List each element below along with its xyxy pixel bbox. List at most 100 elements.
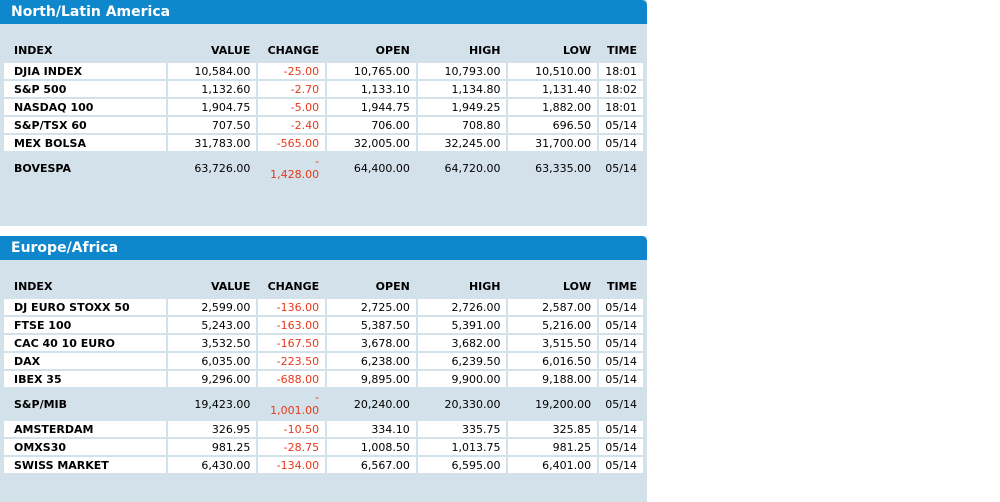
change-cell: -28.75: [258, 439, 326, 455]
high-cell: 335.75: [417, 421, 507, 437]
high-cell: 6,239.50: [417, 353, 507, 369]
change-value: 1,001.00: [270, 404, 320, 417]
open-cell: 32,005.00: [327, 135, 416, 151]
index-cell: S&P/TSX 60: [4, 117, 166, 133]
open-cell: 706.00: [327, 117, 416, 133]
value-cell: 707.50: [167, 117, 257, 133]
open-cell: 5,387.50: [327, 317, 416, 333]
value-cell: 1,904.75: [167, 99, 257, 115]
value-cell: 981.25: [167, 439, 257, 455]
col-time: TIME: [606, 43, 637, 57]
time-cell: 18:01: [599, 99, 643, 115]
change-sign: -: [315, 391, 320, 404]
time-cell: 05/14: [599, 353, 643, 369]
table-row: OMXS30 981.25 -28.75 1,008.50 1,013.75 981.25…: [4, 439, 643, 455]
col-value: VALUE: [211, 43, 251, 57]
high-cell: 32,245.00: [417, 135, 507, 151]
value-cell: 5,243.00: [167, 317, 257, 333]
table-row: CAC 40 10 EURO 3,532.50 -167.50 3,678.00 3,6…: [4, 335, 643, 351]
high-cell: 10,793.00: [417, 63, 507, 79]
low-cell: 981.25: [508, 439, 598, 455]
table-row: FTSE 100 5,243.00 -163.00 5,387.50 5,391.00 5…: [4, 317, 643, 333]
open-cell: 9,895.00: [327, 371, 416, 387]
change-cell: -565.00: [258, 135, 326, 151]
table-row: BOVESPA 63,726.00 -1,428.00 64,400.00 64,720…: [4, 153, 643, 183]
time-cell: 05/14: [605, 161, 637, 175]
change-cell: -10.50: [258, 421, 326, 437]
change-cell: -1,428.00: [258, 153, 325, 183]
change-cell: -2.40: [258, 117, 326, 133]
index-cell: NASDAQ 100: [4, 99, 166, 115]
open-cell: 334.10: [327, 421, 416, 437]
value-cell: 9,296.00: [167, 371, 257, 387]
time-cell: 05/14: [599, 421, 643, 437]
col-index: INDEX: [14, 279, 53, 293]
value-cell: 10,584.00: [167, 63, 257, 79]
value-cell: 31,783.00: [167, 135, 257, 151]
open-cell: 1,944.75: [327, 99, 416, 115]
section-north-latin-america: North/Latin America INDEX VALUE CHANGE O…: [0, 0, 647, 226]
high-cell: 1,013.75: [417, 439, 507, 455]
open-cell: 1,133.10: [327, 81, 416, 97]
low-cell: 1,131.40: [508, 81, 598, 97]
quotes-table: INDEX VALUE CHANGE OPEN HIGH LOW TIME DJ…: [2, 37, 645, 185]
time-cell: 05/14: [605, 397, 637, 411]
time-cell: 05/14: [599, 117, 643, 133]
time-cell: 05/14: [599, 135, 643, 151]
time-cell: 05/14: [599, 457, 643, 473]
open-cell: 2,725.00: [327, 299, 416, 315]
col-value: VALUE: [211, 279, 251, 293]
change-cell: -688.00: [258, 371, 326, 387]
col-open: OPEN: [375, 43, 410, 57]
change-cell: -1,001.00: [258, 389, 325, 419]
value-cell: 326.95: [167, 421, 257, 437]
low-cell: 6,016.50: [508, 353, 598, 369]
section-title: North/Latin America: [0, 0, 647, 24]
time-cell: 18:01: [599, 63, 643, 79]
open-cell: 6,238.00: [327, 353, 416, 369]
low-cell: 9,188.00: [508, 371, 598, 387]
col-index: INDEX: [14, 43, 53, 57]
change-cell: -134.00: [258, 457, 326, 473]
open-cell: 20,240.00: [353, 397, 410, 411]
low-cell: 1,882.00: [508, 99, 598, 115]
open-cell: 3,678.00: [327, 335, 416, 351]
low-cell: 31,700.00: [508, 135, 598, 151]
index-cell: MEX BOLSA: [4, 135, 166, 151]
table-header-row: INDEX VALUE CHANGE OPEN HIGH LOW TIME: [4, 39, 643, 61]
col-open: OPEN: [375, 279, 410, 293]
col-high: HIGH: [468, 43, 501, 57]
low-cell: 10,510.00: [508, 63, 598, 79]
table-row: DAX 6,035.00 -223.50 6,238.00 6,239.50 6,016.…: [4, 353, 643, 369]
time-cell: 05/14: [599, 439, 643, 455]
change-cell: -167.50: [258, 335, 326, 351]
change-sign: -: [315, 155, 320, 168]
value-cell: 2,599.00: [167, 299, 257, 315]
value-cell: 3,532.50: [167, 335, 257, 351]
high-cell: 3,682.00: [417, 335, 507, 351]
table-row: AMSTERDAM 326.95 -10.50 334.10 335.75 325.85 0…: [4, 421, 643, 437]
change-value: 1,428.00: [270, 168, 320, 181]
index-cell: DAX: [4, 353, 166, 369]
section-europe-africa: Europe/Africa INDEX VALUE CHANGE OPEN HI…: [0, 236, 647, 502]
table-row: S&P 500 1,132.60 -2.70 1,133.10 1,134.80 1,13…: [4, 81, 643, 97]
low-cell: 325.85: [508, 421, 598, 437]
high-cell: 9,900.00: [417, 371, 507, 387]
high-cell: 1,134.80: [417, 81, 507, 97]
col-change: CHANGE: [267, 43, 320, 57]
change-cell: -163.00: [258, 317, 326, 333]
table-row: S&P/MIB 19,423.00 -1,001.00 20,240.00 20,330…: [4, 389, 643, 419]
value-cell: 63,726.00: [194, 161, 251, 175]
change-cell: -5.00: [258, 99, 326, 115]
low-cell: 5,216.00: [508, 317, 598, 333]
table-row: NASDAQ 100 1,904.75 -5.00 1,944.75 1,949.25 1…: [4, 99, 643, 115]
table-row: IBEX 35 9,296.00 -688.00 9,895.00 9,900.00 9,…: [4, 371, 643, 387]
index-cell: S&P/MIB: [14, 397, 68, 411]
index-cell: S&P 500: [4, 81, 166, 97]
value-cell: 19,423.00: [194, 397, 251, 411]
high-cell: 6,595.00: [417, 457, 507, 473]
low-cell: 63,335.00: [535, 161, 592, 175]
low-cell: 19,200.00: [535, 397, 592, 411]
time-cell: 05/14: [599, 335, 643, 351]
open-cell: 64,400.00: [353, 161, 410, 175]
